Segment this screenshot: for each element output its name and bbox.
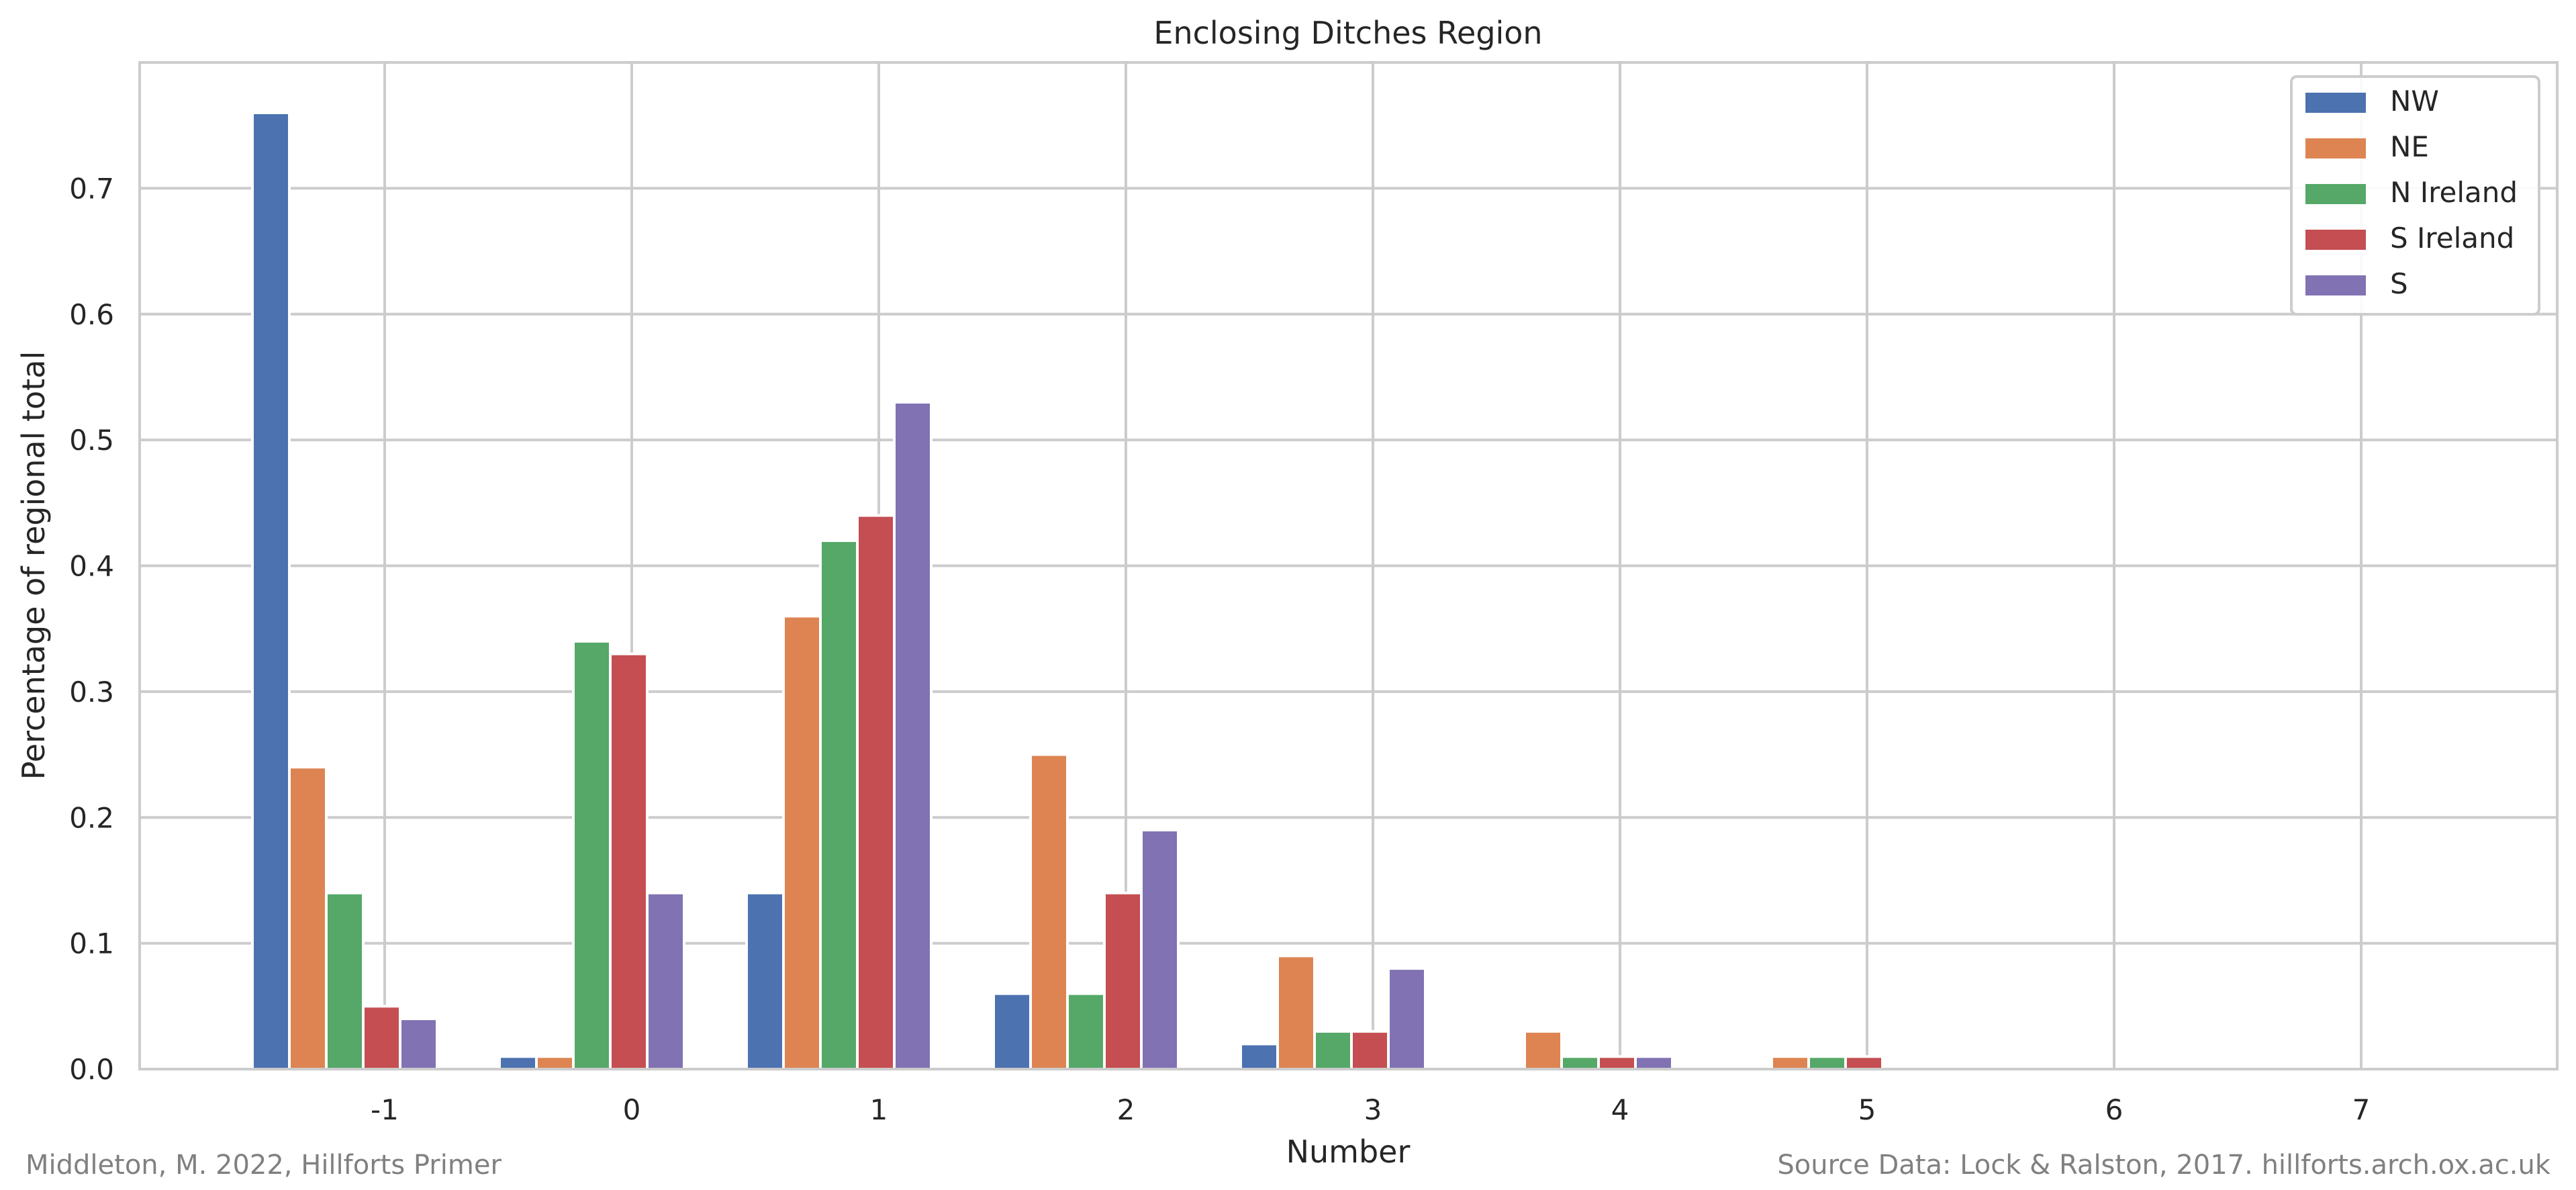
bar-n-ireland xyxy=(325,891,365,1071)
x-tick-label: 5 xyxy=(1858,1093,1876,1126)
credit-right: Source Data: Lock & Ralston, 2017. hillf… xyxy=(1777,1150,2550,1181)
x-tick-label: 3 xyxy=(1364,1093,1382,1126)
bar-s-ireland xyxy=(856,514,896,1070)
tick-labels: 0.0 0.1 0.2 0.3 0.4 0.5 0.6 0.7 -1 0 1 2 3 4 5 6 7 xyxy=(69,172,2370,1126)
bar-n-ireland xyxy=(1313,1029,1353,1070)
x-tick-label: 0 xyxy=(623,1093,641,1126)
legend-swatch xyxy=(2305,230,2366,250)
bar-s xyxy=(1387,967,1427,1070)
bar-s-ireland xyxy=(362,1005,401,1070)
bar-nw xyxy=(745,891,785,1071)
legend-swatch xyxy=(2305,184,2366,204)
x-tick-label: 1 xyxy=(870,1093,888,1126)
bar-n-ireland xyxy=(819,539,859,1070)
bar-s xyxy=(893,400,933,1070)
legend-box xyxy=(2290,75,2540,316)
bar-ne xyxy=(1276,954,1316,1071)
chart-title: Enclosing Ditches Region xyxy=(1153,15,1542,51)
x-tick-label: 4 xyxy=(1611,1093,1629,1126)
y-tick-label: 0.6 xyxy=(69,298,114,331)
bar-n-ireland xyxy=(1807,1055,1847,1070)
legend-label: NE xyxy=(2390,130,2429,163)
bar-s xyxy=(1634,1055,1674,1070)
x-tick-label: 7 xyxy=(2352,1093,2371,1126)
bar-s-ireland xyxy=(1103,891,1143,1071)
y-tick-label: 0.3 xyxy=(69,676,114,708)
y-tick-label: 0.2 xyxy=(69,801,114,834)
plot-frame xyxy=(138,61,2559,1070)
x-tick-label: 6 xyxy=(2105,1093,2124,1126)
bar-ne xyxy=(782,614,822,1070)
x-axis-label: Number xyxy=(1286,1134,1411,1170)
legend-label: NW xyxy=(2390,85,2439,118)
bar-ne xyxy=(288,766,328,1071)
bar-n-ireland xyxy=(572,639,612,1070)
bar-n-ireland xyxy=(1560,1055,1600,1070)
bar-n-ireland xyxy=(1066,992,1106,1070)
y-tick-label: 0.4 xyxy=(69,550,114,583)
x-tick-label: 2 xyxy=(1117,1093,1135,1126)
bar-ne xyxy=(1770,1055,1810,1070)
credit-left: Middleton, M. 2022, Hillforts Primer xyxy=(26,1150,502,1181)
bar-nw xyxy=(992,992,1032,1070)
legend: NW NE N Ireland S Ireland S xyxy=(2290,75,2540,316)
y-tick-label: 0.0 xyxy=(69,1053,114,1086)
legend-swatch xyxy=(2305,138,2366,158)
bar-s xyxy=(646,891,685,1071)
y-tick-label: 0.1 xyxy=(69,927,114,960)
legend-label: S xyxy=(2390,267,2408,300)
bar-s xyxy=(399,1017,438,1071)
bar-s-ireland xyxy=(1350,1029,1390,1070)
bar-s-ireland xyxy=(609,652,649,1070)
bar-s-ireland xyxy=(1844,1055,1884,1070)
bar-s-ireland xyxy=(1597,1055,1637,1070)
bar-s xyxy=(1140,828,1180,1071)
bar-nw xyxy=(251,111,291,1071)
x-tick-label: -1 xyxy=(371,1093,399,1126)
bar-ne xyxy=(1523,1029,1563,1070)
bar-ne xyxy=(1029,753,1069,1070)
bar-ne xyxy=(535,1055,575,1070)
bars xyxy=(251,111,1884,1071)
legend-swatch xyxy=(2305,275,2366,295)
legend-label: N Ireland xyxy=(2390,176,2518,209)
bar-nw xyxy=(498,1055,538,1070)
legend-label: S Ireland xyxy=(2390,222,2514,255)
bar-nw xyxy=(1239,1042,1279,1071)
y-tick-label: 0.5 xyxy=(69,424,114,457)
legend-swatch xyxy=(2305,93,2366,113)
y-tick-label: 0.7 xyxy=(69,172,114,205)
y-axis-label: Percentage of regional total xyxy=(15,351,52,780)
